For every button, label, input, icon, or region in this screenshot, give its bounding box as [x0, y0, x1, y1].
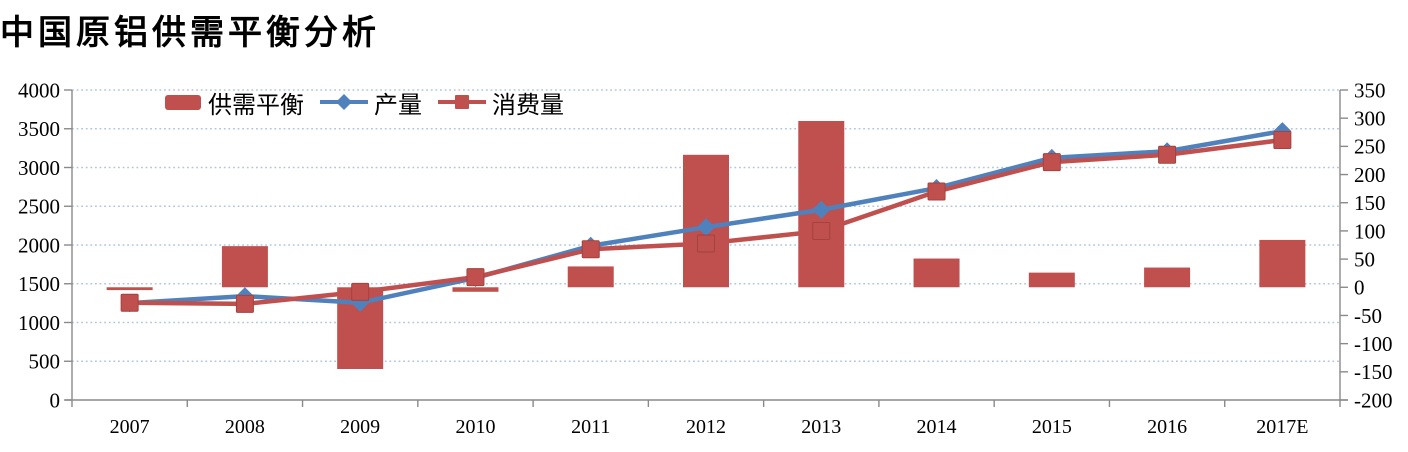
right-axis-label-50: 50 [1354, 247, 1375, 271]
left-axis-label-0: 0 [50, 388, 61, 412]
chart-title: 中国原铝供需平衡分析 [0, 14, 380, 52]
right-axis-label-300: 300 [1354, 107, 1386, 131]
consumption-marker-2017E [1273, 130, 1292, 149]
legend-label-balance: 供需平衡 [208, 92, 304, 119]
left-axis-label-4000: 4000 [18, 78, 60, 102]
x-axis-label-2015: 2015 [1032, 416, 1072, 438]
x-axis-label-2012: 2012 [686, 416, 726, 438]
x-axis-label-2007: 2007 [110, 416, 150, 438]
left-axis-label-3000: 3000 [18, 156, 60, 180]
left-axis-label-1000: 1000 [18, 311, 60, 335]
balance-bar-2015 [1028, 272, 1075, 288]
consumption-marker-2010 [466, 268, 485, 287]
right-axis-label-350: 350 [1354, 78, 1386, 102]
production-marker-2013 [812, 200, 831, 219]
production-marker-2012 [697, 218, 715, 237]
legend-item-consumption: 消费量 [438, 85, 564, 120]
consumption-marker-2011 [581, 240, 600, 259]
right-axis-label--100: -100 [1354, 332, 1393, 356]
right-axis-label--200: -200 [1354, 388, 1393, 412]
balance-bar-2007 [106, 287, 153, 291]
right-axis-label-150: 150 [1354, 191, 1386, 215]
left-axis-label-2000: 2000 [18, 233, 60, 257]
left-axis-label-2500: 2500 [18, 195, 60, 219]
consumption-marker-2009 [351, 282, 370, 301]
left-axis-label-500: 500 [29, 350, 61, 374]
bar-swatch-icon [165, 95, 201, 110]
consumption-marker-2013 [812, 222, 831, 241]
x-axis-label-2014: 2014 [917, 416, 957, 438]
x-axis-label-2017E: 2017E [1256, 416, 1308, 438]
left-axis-label-1500: 1500 [18, 272, 60, 296]
balance-bar-2016 [1144, 267, 1191, 288]
consumption-marker-2016 [1158, 145, 1177, 164]
consumption-marker-2007 [120, 293, 139, 312]
right-axis-label-100: 100 [1354, 219, 1386, 243]
right-axis-label--150: -150 [1354, 360, 1393, 384]
consumption-marker-2014 [927, 182, 946, 201]
consumption-marker-2012 [697, 234, 715, 253]
x-axis-label-2013: 2013 [801, 416, 841, 438]
x-axis-label-2010: 2010 [455, 416, 495, 438]
consumption-marker-2008 [235, 294, 254, 313]
balance-bar-2014 [913, 258, 960, 288]
x-axis-label-2009: 2009 [340, 416, 380, 438]
legend-label-consumption: 消费量 [492, 92, 564, 119]
chart-legend: 供需平衡 产量 消费量 [164, 85, 564, 120]
legend-item-production: 产量 [320, 85, 422, 120]
line-diamond-swatch-icon [320, 94, 368, 110]
right-axis-label-0: 0 [1354, 276, 1365, 300]
consumption-marker-2015 [1042, 153, 1061, 172]
legend-item-balance: 供需平衡 [164, 85, 304, 120]
right-axis-label--50: -50 [1354, 304, 1382, 328]
balance-bar-2008 [221, 246, 268, 288]
balance-bar-2010 [452, 287, 499, 292]
balance-bar-2011 [567, 266, 614, 288]
balance-bar-2017E [1259, 239, 1306, 288]
line-square-swatch-icon [438, 95, 486, 109]
x-axis-label-2008: 2008 [225, 416, 265, 438]
legend-label-production: 产量 [374, 92, 422, 119]
right-axis-label-250: 250 [1354, 135, 1386, 159]
x-axis-label-2016: 2016 [1147, 416, 1187, 438]
x-axis-label-2011: 2011 [571, 416, 610, 438]
left-axis-label-3500: 3500 [18, 117, 60, 141]
right-axis-label-200: 200 [1354, 163, 1386, 187]
